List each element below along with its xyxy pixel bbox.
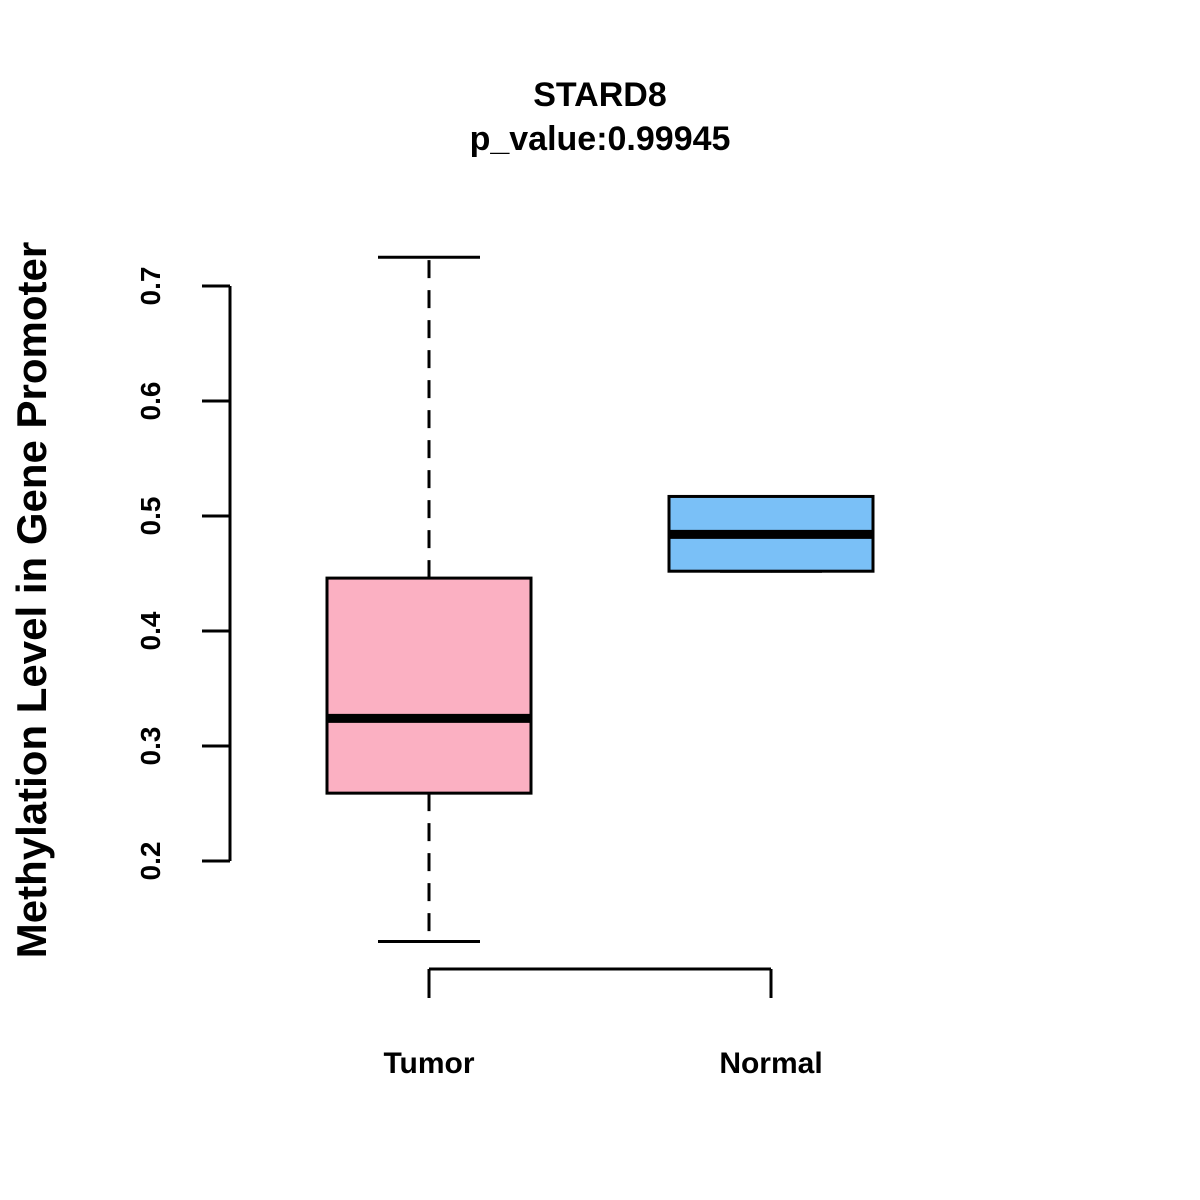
y-tick-label: 0.4 xyxy=(135,611,166,650)
y-tick-label: 0.3 xyxy=(135,727,166,766)
x-axis: Tumor Normal xyxy=(383,967,823,1080)
y-axis-label: Methylation Level in Gene Promoter xyxy=(8,242,55,958)
x-tick-label: Normal xyxy=(719,1047,822,1080)
x-tick-label: Tumor xyxy=(383,1047,474,1080)
boxes xyxy=(325,255,875,943)
y-tick-label: 0.5 xyxy=(135,497,166,536)
y-tick-label: 0.2 xyxy=(135,842,166,881)
y-tick-label: 0.7 xyxy=(135,267,166,306)
box-tumor xyxy=(325,255,533,943)
chart-subtitle: p_value:0.99945 xyxy=(470,120,731,158)
chart-title: STARD8 xyxy=(533,76,667,114)
box-iqr xyxy=(325,576,533,795)
y-axis: 0.2 0.3 0.4 0.5 0.6 0.7 xyxy=(135,267,232,881)
box-normal xyxy=(667,494,875,573)
y-tick-label: 0.6 xyxy=(135,382,166,421)
